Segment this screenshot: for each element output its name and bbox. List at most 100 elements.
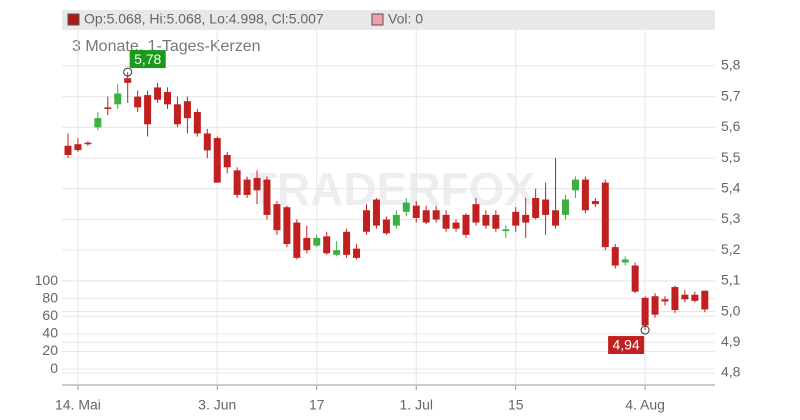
- y-tick-label: 5,1: [721, 272, 741, 288]
- candle-body: [621, 259, 629, 263]
- candle-body: [114, 93, 122, 105]
- legend-text: Op:5.068, Hi:5.068, Lo:4.998, Cl:5.007: [84, 11, 324, 27]
- y2-tick-label: 100: [35, 272, 59, 288]
- candle-body: [641, 297, 649, 326]
- candle-body: [144, 95, 152, 125]
- y-tick-label: 5,2: [721, 241, 741, 257]
- candle-body: [681, 294, 689, 300]
- candle-body: [571, 179, 579, 191]
- candle-body: [203, 133, 211, 151]
- candle-body: [671, 287, 679, 311]
- y-tick-label: 5,5: [721, 149, 741, 165]
- candle-body: [691, 294, 699, 301]
- candle-body: [581, 179, 589, 211]
- x-tick-label: 15: [508, 397, 524, 413]
- candle-body: [542, 199, 550, 215]
- candle-body: [412, 205, 420, 218]
- candle-body: [223, 154, 231, 168]
- annotation-marker: [640, 325, 650, 335]
- candle-body: [233, 170, 241, 195]
- candle-body: [134, 96, 142, 108]
- y2-tick-label: 0: [50, 360, 58, 376]
- y-tick-label: 5,6: [721, 118, 741, 134]
- candle-body: [253, 178, 261, 191]
- candle-body: [422, 210, 430, 223]
- candle-body: [701, 290, 709, 310]
- x-tick-label: 4. Aug: [625, 397, 665, 413]
- candle-body: [84, 142, 92, 145]
- y-tick-label: 4,8: [721, 364, 741, 380]
- candle-body: [552, 210, 560, 226]
- candle-body: [392, 214, 400, 226]
- candle-body: [363, 210, 370, 232]
- candle-body: [442, 214, 450, 229]
- candle-body: [283, 207, 291, 245]
- candle-body: [303, 237, 311, 251]
- candle-body: [293, 222, 301, 258]
- x-tick-label: 1. Jul: [400, 397, 433, 413]
- candle-body: [64, 145, 72, 155]
- header-band: [62, 10, 715, 30]
- candle-body: [631, 265, 639, 292]
- y-tick-label: 5,0: [721, 302, 741, 318]
- candle-body: [532, 197, 540, 218]
- candle-body: [611, 247, 619, 266]
- candle-body: [452, 222, 460, 229]
- candle-body: [243, 179, 251, 195]
- y2-tick-label: 80: [42, 289, 58, 305]
- subtitle: 3 Monate, 1-Tages-Kerzen: [72, 38, 261, 55]
- candle-body: [164, 92, 171, 105]
- candle-body: [124, 78, 132, 83]
- candle-body: [492, 214, 500, 229]
- y2-tick-label: 20: [42, 342, 58, 358]
- candle-body: [562, 199, 569, 215]
- candle-body: [193, 111, 201, 134]
- y2-tick-label: 60: [42, 307, 58, 323]
- candle-body: [432, 210, 440, 220]
- candle-body: [154, 87, 162, 100]
- candle-body: [173, 104, 181, 125]
- annotation-box: [608, 336, 645, 355]
- legend-swatch: [67, 13, 80, 26]
- candle-body: [482, 214, 490, 226]
- candle-body: [462, 214, 470, 235]
- candle-body: [372, 199, 380, 226]
- candle-body: [472, 204, 480, 223]
- candle-body: [74, 144, 82, 151]
- y-tick-label: 5,7: [721, 87, 741, 103]
- candle-body: [402, 202, 410, 212]
- candle-body: [183, 101, 191, 119]
- y-tick-label: 5,4: [721, 179, 741, 195]
- y-tick-label: 5,8: [721, 57, 741, 73]
- x-tick-label: 17: [309, 397, 325, 413]
- y-tick-label: 4,9: [721, 333, 741, 349]
- x-tick-label: 14. Mai: [55, 397, 101, 413]
- candle-body: [601, 182, 609, 248]
- candle-body: [651, 296, 659, 315]
- x-tick-label: 3. Jun: [198, 397, 236, 413]
- volume-swatch: [371, 13, 384, 26]
- candle-body: [522, 214, 530, 223]
- candle-body: [343, 231, 351, 255]
- candle-body: [104, 107, 112, 109]
- candle-body: [591, 201, 599, 205]
- candle-body: [333, 250, 341, 255]
- volume-text: Vol: 0: [388, 11, 423, 27]
- candle-body: [512, 211, 520, 226]
- candle-body: [353, 248, 361, 258]
- candle-body: [323, 236, 331, 254]
- annotation-marker: [123, 67, 133, 77]
- annotation-label: 4,94: [612, 337, 639, 353]
- annotation-box: [129, 50, 166, 69]
- annotation-label: 5,78: [134, 51, 161, 67]
- y-tick-label: 5,3: [721, 210, 741, 226]
- candle-body: [273, 204, 281, 231]
- candle-body: [263, 179, 271, 215]
- y2-tick-label: 40: [42, 325, 58, 341]
- candle-body: [661, 299, 669, 302]
- candle-body: [313, 237, 321, 246]
- candle-body: [94, 118, 102, 128]
- candle-body: [502, 229, 510, 232]
- candle-body: [213, 138, 221, 183]
